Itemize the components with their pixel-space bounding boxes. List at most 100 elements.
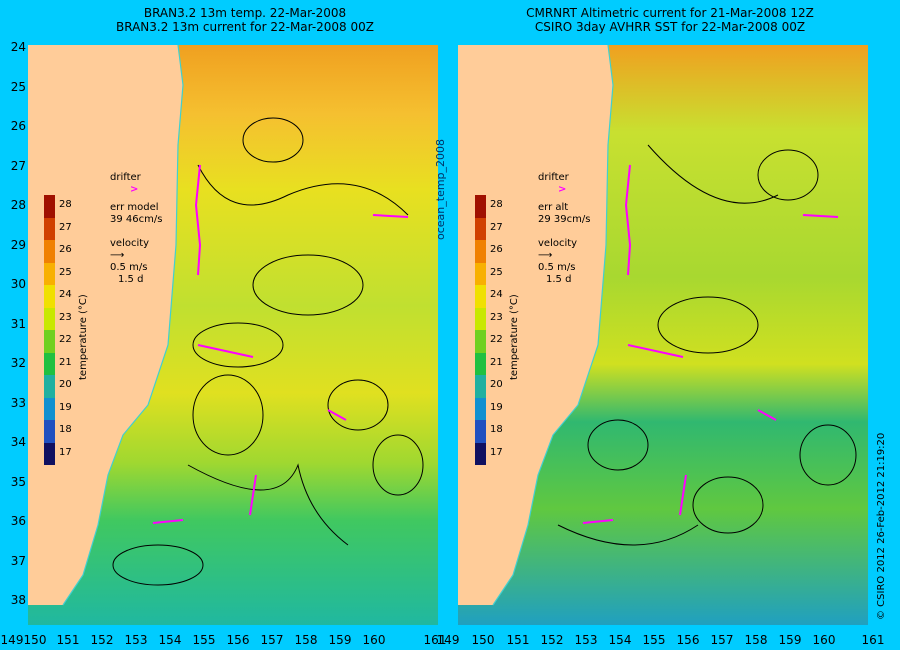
right-title-line1: CMRNRT Altimetric current for 21-Mar-200… <box>526 6 814 20</box>
x-tick: 159 <box>778 633 802 647</box>
colorbar-segment <box>44 195 55 218</box>
colorbar-segment <box>44 420 55 443</box>
colorbar-tick: 28 <box>59 199 72 210</box>
drifter-marker-icon: > <box>558 184 567 195</box>
x-tick: 149 <box>436 633 460 647</box>
left-map-panel <box>28 45 438 625</box>
colorbar-segment <box>44 352 55 375</box>
colorbar-tick: 25 <box>490 266 503 278</box>
middle-vertical-label: ocean_temp_2008 <box>434 138 447 240</box>
colorbar-segment <box>475 397 486 420</box>
err-label: err model <box>110 202 159 213</box>
colorbar-tick: 20 <box>59 379 72 390</box>
colorbar-segment <box>44 240 55 263</box>
colorbar-tick: 24 <box>59 289 72 300</box>
x-tick: 150 <box>23 633 47 647</box>
y-tick: 27 <box>10 159 26 173</box>
colorbar-tick: 18 <box>59 424 72 435</box>
colorbar-tick: 26 <box>59 244 72 255</box>
colorbar-tick: 27 <box>490 221 503 233</box>
x-tick: 155 <box>642 633 666 647</box>
colorbar-segment <box>475 375 486 398</box>
right-title: CMRNRT Altimetric current for 21-Mar-200… <box>455 6 885 34</box>
drifter-marker-icon: > <box>130 184 139 195</box>
err-value: 29 39cm/s <box>538 214 591 225</box>
y-tick: 24 <box>10 40 26 54</box>
x-tick: 151 <box>506 633 530 647</box>
drifter-label: drifter <box>538 172 569 183</box>
y-tick: 32 <box>10 356 26 370</box>
err-label: err alt <box>538 202 569 213</box>
colorbar-segment <box>44 217 55 240</box>
colorbar-tick: 24 <box>490 289 503 300</box>
y-tick: 28 <box>10 198 26 212</box>
y-tick: 33 <box>10 396 26 410</box>
y-tick: 37 <box>10 554 26 568</box>
colorbar-tick: 23 <box>490 311 503 323</box>
colorbar-tick: 27 <box>59 221 72 233</box>
velocity-label: velocity <box>538 238 578 249</box>
left-title-line2: BRAN3.2 13m current for 22-Mar-2008 00Z <box>115 20 374 34</box>
y-tick: 29 <box>10 238 26 252</box>
x-tick: 154 <box>608 633 632 647</box>
colorbar-segment <box>475 262 486 285</box>
colorbar-segment <box>44 262 55 285</box>
colorbar-segment <box>44 442 55 465</box>
x-tick: 153 <box>574 633 598 647</box>
right-map-panel <box>458 45 868 625</box>
right-colorbar: 28 27 26 25 24 23 22 21 20 19 18 17 <box>475 195 503 465</box>
x-tick: 156 <box>676 633 700 647</box>
drifter-label: drifter <box>110 172 141 183</box>
colorbar-segment <box>44 330 55 353</box>
colorbar-segment <box>475 195 486 218</box>
colorbar-segment <box>44 285 55 308</box>
x-tick: 155 <box>192 633 216 647</box>
y-tick: 31 <box>10 317 26 331</box>
colorbar-tick: 18 <box>490 424 503 435</box>
left-title: BRAN3.2 13m temp. 22-Mar-2008 BRAN3.2 13… <box>60 6 430 34</box>
colorbar-segment <box>475 420 486 443</box>
x-tick: 160 <box>812 633 836 647</box>
y-tick: 26 <box>10 119 26 133</box>
x-tick: 152 <box>90 633 114 647</box>
x-tick: 151 <box>56 633 80 647</box>
right-colorbar-label: temperature (°C) <box>509 294 520 380</box>
x-tick: 156 <box>226 633 250 647</box>
velocity-scale: 0.5 m/s <box>110 262 148 273</box>
velocity-time: 1.5 d <box>546 274 572 285</box>
x-tick: 149 <box>0 633 24 647</box>
left-colorbar: 28 27 26 25 24 23 22 21 20 19 18 17 <box>44 195 72 465</box>
credit-text: © CSIRO 2012 26-Feb-2012 21:19:20 <box>876 432 887 620</box>
x-tick: 158 <box>294 633 318 647</box>
y-tick: 30 <box>10 277 26 291</box>
colorbar-tick: 20 <box>490 379 503 390</box>
colorbar-segment <box>44 397 55 420</box>
colorbar-tick: 17 <box>490 446 503 458</box>
colorbar-tick: 22 <box>59 334 72 345</box>
left-colorbar-label: temperature (°C) <box>78 294 89 380</box>
colorbar-tick: 23 <box>59 311 72 323</box>
colorbar-segment <box>475 442 486 465</box>
right-legend: drifter > err alt 29 39cm/s velocity ⟶ 0… <box>538 172 628 286</box>
x-tick: 157 <box>260 633 284 647</box>
err-value: 39 46cm/s <box>110 214 163 225</box>
y-tick: 34 <box>10 435 26 449</box>
colorbar-segment <box>475 352 486 375</box>
x-tick: 161 <box>861 633 885 647</box>
x-tick: 161 <box>423 633 447 647</box>
x-tick: 157 <box>710 633 734 647</box>
y-tick: 36 <box>10 514 26 528</box>
velocity-arrow-icon: ⟶ <box>538 250 553 261</box>
colorbar-tick: 22 <box>490 334 503 345</box>
velocity-label: velocity <box>110 238 150 249</box>
colorbar-tick: 26 <box>490 244 503 255</box>
velocity-time: 1.5 d <box>118 274 144 285</box>
colorbar-segment <box>475 307 486 330</box>
x-tick: 153 <box>124 633 148 647</box>
colorbar-segment <box>475 330 486 353</box>
colorbar-segment <box>475 217 486 240</box>
y-tick: 38 <box>10 593 26 607</box>
left-title-line1: BRAN3.2 13m temp. 22-Mar-2008 <box>143 6 347 20</box>
x-tick: 150 <box>471 633 495 647</box>
x-tick: 152 <box>540 633 564 647</box>
